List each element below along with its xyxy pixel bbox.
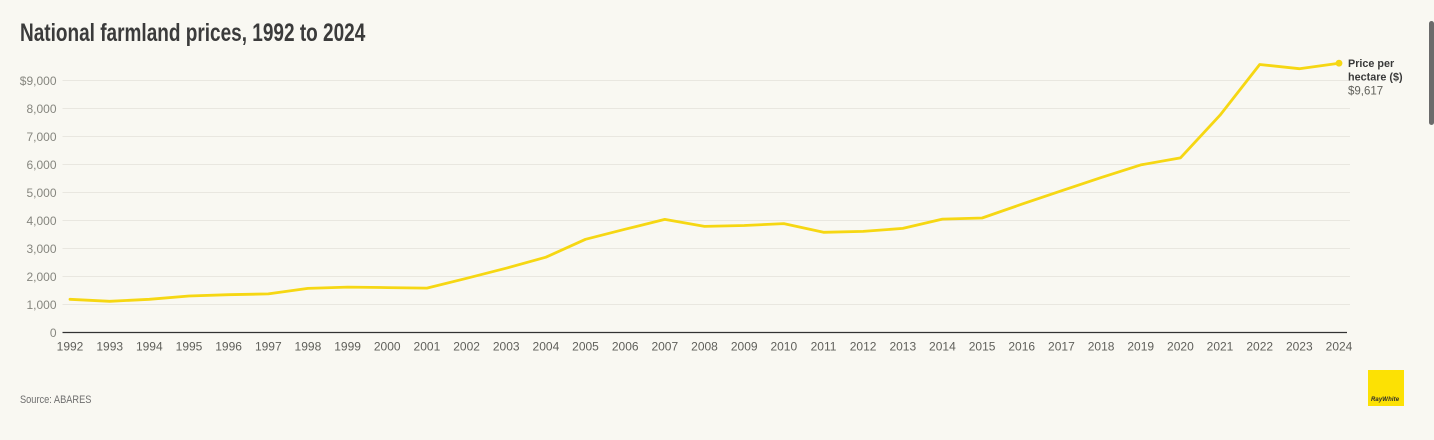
svg-text:2010: 2010 <box>770 340 797 354</box>
svg-text:2019: 2019 <box>1127 340 1154 354</box>
svg-text:2020: 2020 <box>1167 340 1194 354</box>
svg-text:2022: 2022 <box>1246 340 1273 354</box>
svg-text:3,000: 3,000 <box>26 242 56 256</box>
svg-text:hectare ($): hectare ($) <box>1348 72 1403 84</box>
svg-text:1993: 1993 <box>96 340 123 354</box>
svg-text:4,000: 4,000 <box>26 214 56 228</box>
svg-text:2003: 2003 <box>493 340 520 354</box>
svg-text:2012: 2012 <box>850 340 877 354</box>
svg-text:2011: 2011 <box>811 340 837 354</box>
svg-text:1997: 1997 <box>255 340 282 354</box>
svg-text:1995: 1995 <box>176 340 203 354</box>
svg-text:2008: 2008 <box>691 340 718 354</box>
svg-text:2005: 2005 <box>572 340 599 354</box>
svg-text:0: 0 <box>50 326 57 340</box>
svg-text:2004: 2004 <box>533 340 560 354</box>
svg-text:2021: 2021 <box>1207 340 1234 354</box>
svg-text:1998: 1998 <box>295 340 322 354</box>
svg-text:7,000: 7,000 <box>26 130 56 144</box>
svg-text:6,000: 6,000 <box>26 158 56 172</box>
svg-text:Price per: Price per <box>1348 58 1395 70</box>
svg-text:2016: 2016 <box>1008 340 1035 354</box>
svg-text:2009: 2009 <box>731 340 758 354</box>
svg-text:1992: 1992 <box>57 340 84 354</box>
svg-text:2018: 2018 <box>1088 340 1115 354</box>
svg-text:2024: 2024 <box>1326 340 1353 354</box>
svg-text:$9,617: $9,617 <box>1348 86 1383 98</box>
svg-text:2007: 2007 <box>651 340 678 354</box>
svg-text:2015: 2015 <box>969 340 996 354</box>
svg-text:2002: 2002 <box>453 340 480 354</box>
svg-text:8,000: 8,000 <box>26 102 56 116</box>
svg-text:2023: 2023 <box>1286 340 1313 354</box>
svg-text:2006: 2006 <box>612 340 639 354</box>
svg-text:2014: 2014 <box>929 340 956 354</box>
svg-text:2001: 2001 <box>414 340 441 354</box>
svg-text:2,000: 2,000 <box>26 270 56 284</box>
svg-text:1999: 1999 <box>334 340 361 354</box>
svg-text:2000: 2000 <box>374 340 401 354</box>
svg-text:5,000: 5,000 <box>26 186 56 200</box>
svg-text:1,000: 1,000 <box>26 298 56 312</box>
svg-text:2017: 2017 <box>1048 340 1075 354</box>
svg-text:1994: 1994 <box>136 340 163 354</box>
svg-text:1996: 1996 <box>215 340 242 354</box>
svg-text:2013: 2013 <box>889 340 916 354</box>
svg-text:$9,000: $9,000 <box>20 74 57 88</box>
